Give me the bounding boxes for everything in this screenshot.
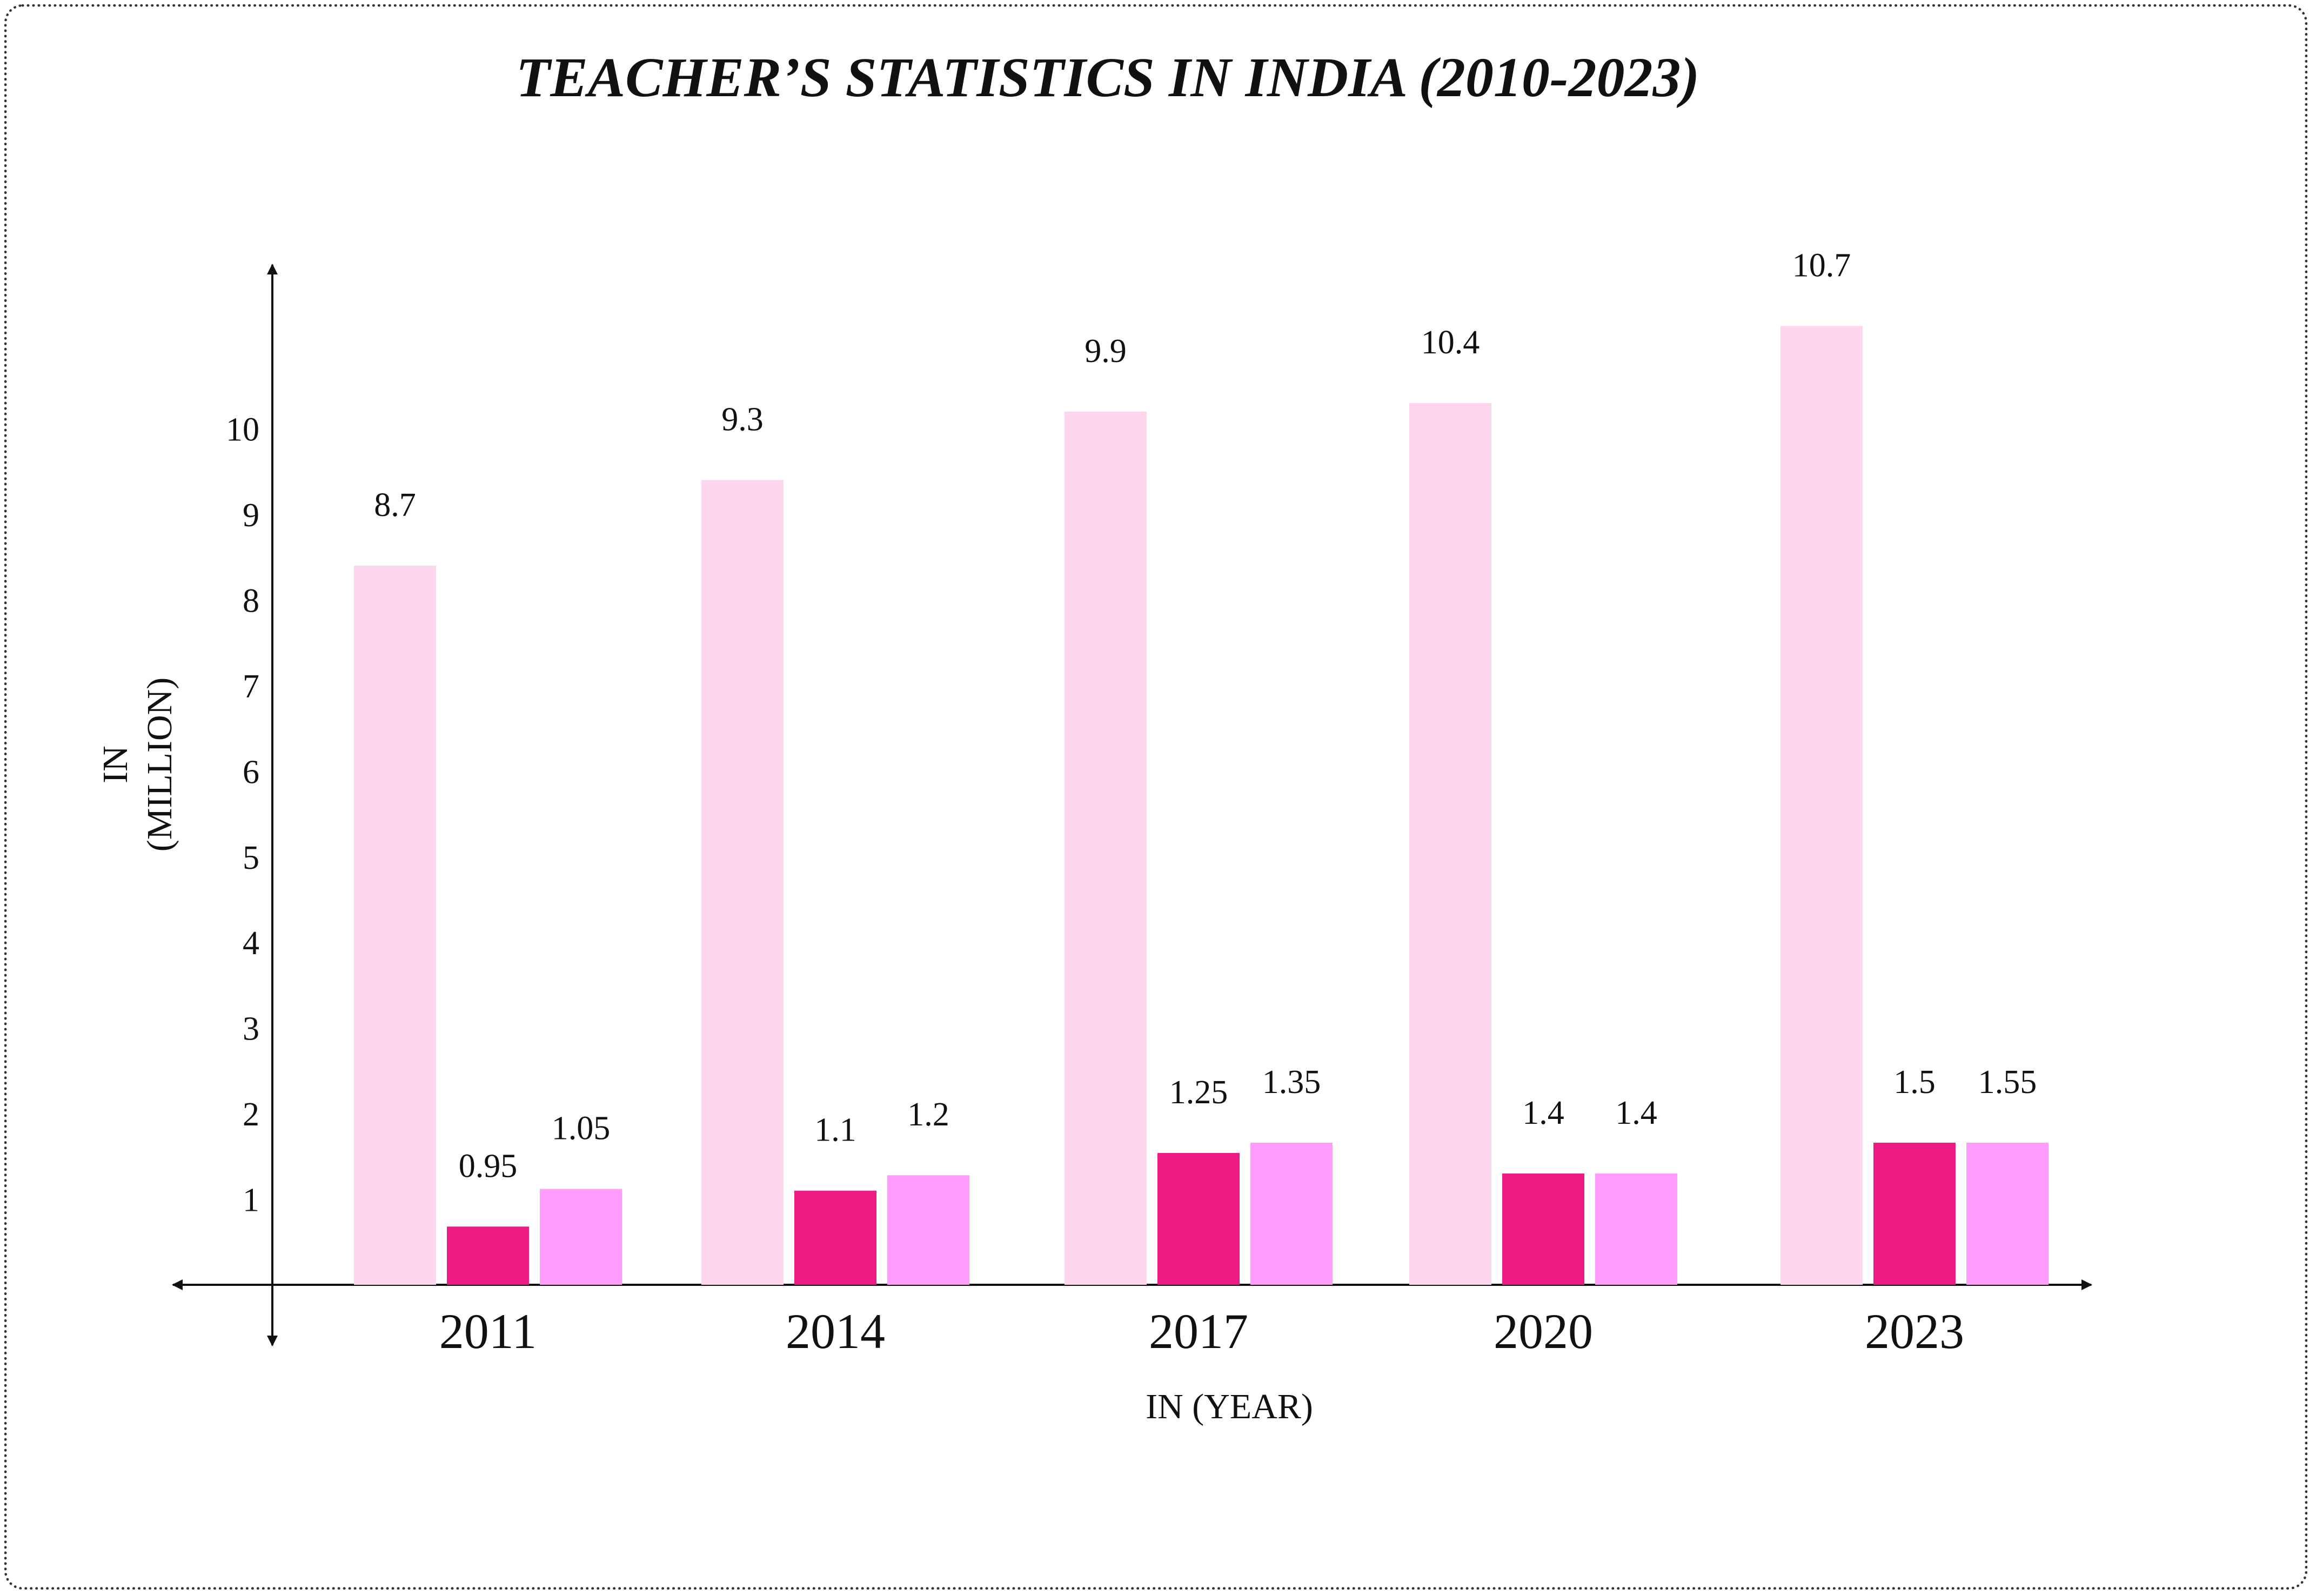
data-label-2020-series-3: 1.4: [1615, 1095, 1657, 1131]
y-tick-label: 1: [243, 1182, 259, 1219]
data-label-2014-series-1: 9.3: [721, 401, 764, 438]
bar-2017-series-1: [1065, 411, 1147, 1285]
y-tick-label: 6: [243, 754, 259, 790]
bar-2020-series-3: [1595, 1173, 1677, 1285]
y-axis-label-line-2: (MILLION): [140, 678, 179, 852]
y-tick-label: 7: [243, 668, 259, 705]
y-tick-label: 4: [243, 925, 259, 962]
bar-2011-series-1: [354, 566, 436, 1285]
y-tick-labels: 1 2 3 4 5 6 7 8 9 10: [226, 412, 259, 1219]
bar-2023-series-3: [1966, 1142, 2049, 1285]
y-tick-label: 5: [243, 840, 259, 876]
y-axis-label-line-1: IN: [96, 746, 135, 783]
data-label-2011-series-3: 1.05: [552, 1110, 611, 1147]
data-label-2023-series-2: 1.5: [1893, 1064, 1936, 1101]
data-label-2023-series-1: 10.7: [1792, 247, 1851, 284]
bars: [354, 326, 2049, 1285]
data-label-2023-series-3: 1.55: [1978, 1064, 2037, 1101]
data-label-2020-series-1: 10.4: [1421, 324, 1480, 361]
data-label-2014-series-2: 1.1: [814, 1112, 856, 1149]
y-tick-label: 10: [226, 412, 259, 448]
chart-title: TEACHER’S STATISTICS IN INDIA (2010-2023…: [516, 46, 1699, 109]
data-label-2020-series-2: 1.4: [1522, 1095, 1564, 1131]
data-label-2017-series-1: 9.9: [1085, 333, 1127, 370]
y-tick-label: 9: [243, 497, 259, 534]
bar-2017-series-2: [1157, 1152, 1240, 1285]
bar-2011-series-2: [447, 1226, 529, 1285]
data-labels: 8.7 0.95 1.05 9.3 1.1 1.2 9.9 1.25 1.35 10.4 1.4 1.…: [374, 247, 2037, 1184]
bar-2020-series-2: [1502, 1173, 1584, 1285]
bar-2017-series-3: [1250, 1142, 1333, 1285]
y-tick-label: 3: [243, 1011, 259, 1048]
x-tick-label-2011: 2011: [439, 1304, 537, 1359]
y-axis-label: IN (MILLION): [96, 678, 179, 852]
bar-2014-series-3: [887, 1175, 969, 1285]
y-tick-label: 2: [243, 1096, 259, 1133]
x-tick-label-2017: 2017: [1149, 1304, 1248, 1359]
x-axis-label: IN (YEAR): [1146, 1387, 1313, 1426]
bar-2014-series-1: [701, 480, 784, 1285]
data-label-2017-series-3: 1.35: [1262, 1064, 1321, 1101]
x-tick-label-2023: 2023: [1865, 1304, 1964, 1359]
data-label-2011-series-2: 0.95: [459, 1148, 518, 1184]
data-label-2014-series-3: 1.2: [907, 1096, 949, 1133]
bar-2020-series-1: [1409, 403, 1491, 1285]
data-label-2017-series-2: 1.25: [1169, 1074, 1228, 1111]
y-tick-label: 8: [243, 582, 259, 619]
x-tick-label-2014: 2014: [786, 1304, 885, 1359]
bar-2011-series-3: [540, 1189, 622, 1285]
bar-2014-series-2: [794, 1190, 876, 1285]
x-tick-labels: 2011 2014 2017 2020 2023: [439, 1304, 1964, 1359]
data-label-2011-series-1: 8.7: [374, 487, 416, 524]
x-tick-label-2020: 2020: [1494, 1304, 1593, 1359]
chart-frame: [4, 4, 2307, 1590]
bar-2023-series-2: [1873, 1142, 1956, 1285]
bar-2023-series-1: [1780, 326, 1863, 1285]
